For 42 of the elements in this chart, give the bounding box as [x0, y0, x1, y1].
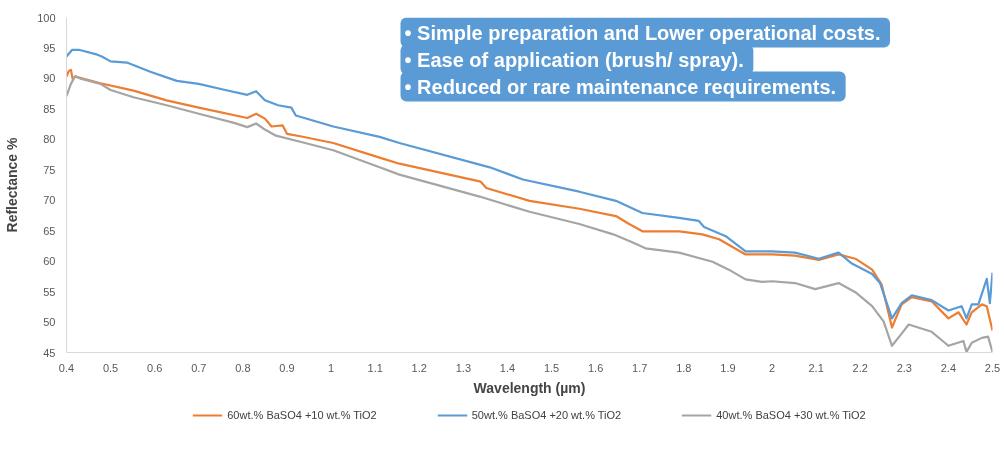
x-tick-label: 0.4: [58, 361, 75, 374]
y-tick-label: 95: [43, 41, 56, 54]
x-tick-label: 1.9: [720, 361, 736, 374]
legend-label: 50wt.% BaSO4 +20 wt.% TiO2: [471, 409, 622, 421]
y-tick-label: 45: [43, 346, 56, 359]
y-tick-label: 75: [43, 163, 56, 176]
y-tick-label: 50: [43, 316, 56, 329]
x-tick-label: 0.7: [191, 361, 207, 374]
x-tick-label: 1.7: [632, 361, 648, 374]
x-tick-label: 1.3: [455, 361, 472, 374]
legend-label: 40wt.% BaSO4 +30 wt.% TiO2: [716, 409, 866, 421]
y-tick-label: 70: [43, 194, 56, 207]
x-tick-label: 1.2: [411, 361, 427, 374]
x-tick-label: 1: [328, 361, 335, 374]
x-tick-label: 1.5: [543, 361, 560, 374]
x-tick-label: 1.8: [676, 361, 692, 374]
y-tick-label: 100: [37, 11, 56, 24]
annotation: • Ease of application (brush/ spray).: [404, 48, 744, 71]
y-tick-label: 90: [43, 72, 56, 85]
x-tick-label: 2.3: [896, 361, 912, 374]
x-tick-label: 1.1: [367, 361, 383, 374]
y-tick-label: 65: [43, 224, 56, 237]
x-tick-label: 1.4: [499, 361, 516, 374]
x-tick-label: 2.1: [808, 361, 824, 374]
legend-label: 60wt.% BaSO4 +10 wt.% TiO2: [227, 409, 377, 421]
x-tick-label: 0.9: [279, 361, 295, 374]
y-tick-label: 55: [43, 285, 56, 298]
x-tick-label: 1.6: [588, 361, 604, 374]
y-tick-label: 85: [43, 102, 56, 115]
y-tick-label: 60: [43, 255, 56, 268]
x-tick-label: 0.8: [235, 361, 251, 374]
annotation: • Reduced or rare maintenance requirements.: [404, 75, 837, 98]
x-tick-label: 2: [768, 361, 776, 374]
x-tick-label: 2.5: [984, 361, 1001, 374]
annotation: • Simple preparation and Lower operational costs.: [404, 21, 881, 44]
x-tick-label: 0.6: [147, 361, 163, 374]
x-tick-label: 2.2: [852, 361, 868, 374]
x-tick-label: 2.4: [940, 361, 957, 374]
y-tick-label: 80: [43, 133, 56, 146]
y-axis-title: Reflectance %: [4, 136, 21, 233]
x-tick-label: 0.5: [102, 361, 119, 374]
x-axis-title: Wavelength (µm): [473, 379, 586, 396]
